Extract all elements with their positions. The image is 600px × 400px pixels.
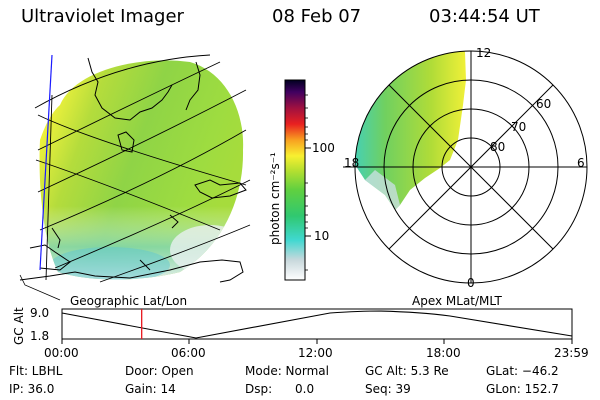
alt-ytick-9: 9.0: [30, 306, 50, 320]
alt-xtick-18: 18:00: [426, 346, 461, 360]
polar-plot: [343, 50, 588, 284]
gain-value: Gain: 14: [125, 382, 176, 396]
alt-xtick-12: 12:00: [298, 346, 333, 360]
mlt-label-6: 6: [577, 156, 585, 170]
ip-value: IP: 36.0: [9, 382, 55, 396]
alt-xtick-6: 06:00: [171, 346, 206, 360]
colorbar-tick-100: 100: [312, 141, 335, 155]
door-value: Door: Open: [125, 364, 194, 378]
lat-lon-grid: [34, 54, 251, 283]
title: Ultraviolet Imager: [21, 6, 184, 27]
lat-label-60: 60: [536, 97, 552, 111]
alt-xtick-2359: 23:59: [554, 346, 589, 360]
glon-value: GLon: 152.7: [486, 382, 559, 396]
altitude-plot: [61, 308, 573, 344]
colorbar-label: photon cm⁻²s⁻¹: [268, 152, 282, 245]
mlt-label-18: 18: [344, 156, 360, 170]
coastline-icon: [19, 57, 247, 283]
colorbar: [284, 79, 311, 281]
meridian-line: [39, 54, 53, 271]
alt-ytick-1-8: 1.8: [30, 329, 50, 343]
alt-ylabel: GC Alt: [12, 307, 26, 345]
gc-alt-value: GC Alt: 5.3 Re: [365, 364, 449, 378]
time: 03:44:54 UT: [429, 6, 540, 27]
apex-label: Apex MLat/MLT: [412, 294, 502, 308]
mode-value: Mode: Normal: [245, 364, 329, 378]
geographic-map: [19, 54, 251, 301]
lat-label-80: 80: [490, 140, 506, 154]
altitude-curve: [61, 310, 573, 339]
lat-label-70: 70: [511, 120, 527, 134]
date: 08 Feb 07: [272, 6, 362, 27]
mlt-label-0: 0: [467, 276, 475, 290]
geographic-label: Geographic Lat/Lon: [70, 294, 188, 308]
seq-value: Seq: 39: [365, 382, 411, 396]
filter-value: Flt: LBHL: [9, 364, 63, 378]
colorbar-tick-10: 10: [314, 229, 330, 243]
glat-value: GLat: −46.2: [486, 364, 559, 378]
mlt-label-12: 12: [476, 46, 492, 60]
alt-xtick-0: 00:00: [44, 346, 79, 360]
dsp-value: Dsp: 0.0: [245, 382, 315, 396]
